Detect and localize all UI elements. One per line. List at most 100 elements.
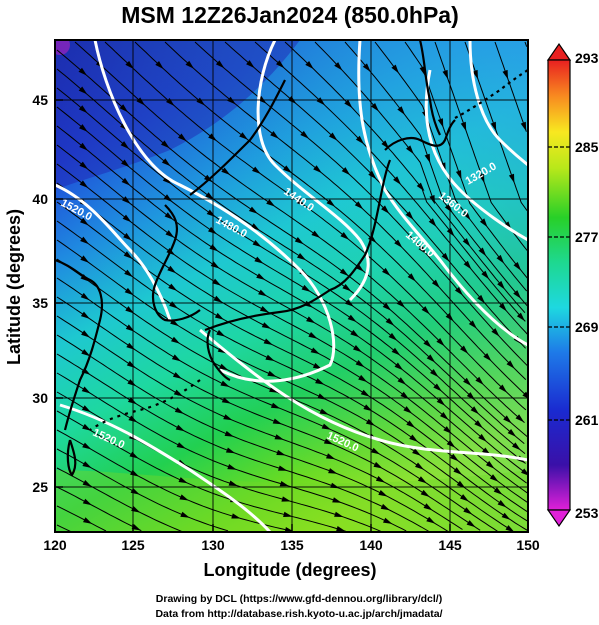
streamline-arrow [429,195,435,205]
streamline-arrow [326,453,336,460]
map-plot-area: 1520.0 1480.0 1440.0 1400.0 1360.0 1320.… [55,40,528,532]
streamline-arrow [358,374,368,382]
streamline-arrow [258,289,268,297]
streamline-arrow [489,474,499,482]
streamline-arrow [319,408,329,415]
streamline-arrow [228,480,238,486]
streamline-arrow [382,267,391,276]
streamline-arrow [171,354,181,362]
streamline-arrow [513,290,522,299]
streamline-arrow [221,397,232,404]
streamline-arrow [124,269,133,278]
streamline-arrow [126,360,136,369]
streamline [194,41,528,367]
streamline-arrow [239,132,248,140]
streamline-arrow [515,414,525,423]
streamline-arrow [391,64,399,74]
streamline-arrow [269,386,279,393]
streamline-arrow [446,440,456,448]
streamline-arrow [355,360,365,368]
streamline-arrow [455,170,462,180]
streamline-arrow [301,284,311,292]
streamline-arrow [252,166,261,174]
colorbar-tick-label: 261 [575,412,599,428]
y-tick-label: 45 [32,92,48,108]
streamline-arrow [466,520,476,528]
streamline-arrow [405,211,414,220]
streamline-arrow [274,434,284,440]
streamline-arrow [441,252,450,262]
streamline [164,41,527,380]
x-tick-label: 130 [201,537,225,553]
streamline-arrow [305,61,314,70]
streamline-arrow [168,283,178,291]
streamline [56,429,295,532]
streamline-arrow [397,377,407,385]
streamline-arrow [334,511,344,517]
streamline [56,315,463,530]
streamline-arrow [265,354,275,361]
streamline-arrow [80,292,90,301]
streamline-arrow [175,424,185,432]
streamline-arrow [316,97,326,106]
streamline-arrow [479,218,488,228]
streamline-arrow [283,165,292,173]
streamline-arrow [393,176,402,185]
streamline-arrow [82,498,92,506]
streamline-arrow [213,295,223,303]
streamline-arrow [82,461,92,468]
streamline-arrow [308,332,318,339]
x-tick-label: 135 [280,537,304,553]
streamline-arrow [120,141,130,149]
streamline-arrow [350,329,360,338]
streamline-arrow [396,299,406,308]
streamline-arrow [375,476,386,483]
contour-1520-se [199,328,528,462]
streamline-arrow [161,140,170,149]
grid-lines [55,40,528,532]
streamline-arrow [394,239,403,248]
chart-title: MSM 12Z26Jan2024 (850.0hPa) [121,2,459,28]
streamline-arrow [499,302,507,312]
y-tick-label: 30 [32,390,48,406]
coast-kurils [454,69,528,119]
streamline-arrow [497,280,505,290]
streamline-arrow [81,405,91,413]
streamline-arrow [163,194,173,202]
streamline-arrow [430,369,439,378]
streamline-arrow [155,61,164,70]
streamline-arrow [380,503,390,511]
streamline-arrow [315,378,325,385]
streamline-arrow [462,238,471,247]
x-tick-labels: 120 125 130 135 140 145 150 [43,537,540,553]
streamline-arrow [508,173,515,184]
streamline-arrow [311,230,321,238]
streamline-arrow [394,362,404,371]
streamline-arrow [406,420,416,428]
streamline-arrow [164,212,174,220]
streamline-arrow [417,476,427,484]
streamline-arrow [334,62,343,71]
streamline-arrow [209,244,219,252]
streamline-arrow [246,60,255,69]
streamline-arrow [165,230,175,238]
streamline-arrow [82,480,92,487]
streamline-arrow [485,460,495,469]
streamline-arrow [423,503,433,511]
streamline-arrow [78,67,87,76]
streamline-arrow [266,199,276,207]
streamline-arrow [428,218,437,227]
streamline-arrow [221,167,231,175]
streamline [56,467,182,532]
coast-primorye [189,79,286,196]
streamline-arrow [80,217,89,226]
streamline-arrow [521,468,528,476]
streamline-arrow [478,173,485,184]
streamline-arrow [79,142,88,151]
streamline-arrow [400,391,410,400]
streamline-arrow [460,345,469,354]
streamline-arrow [267,370,277,377]
streamline-arrow [122,214,132,223]
streamline-arrow [122,196,131,204]
